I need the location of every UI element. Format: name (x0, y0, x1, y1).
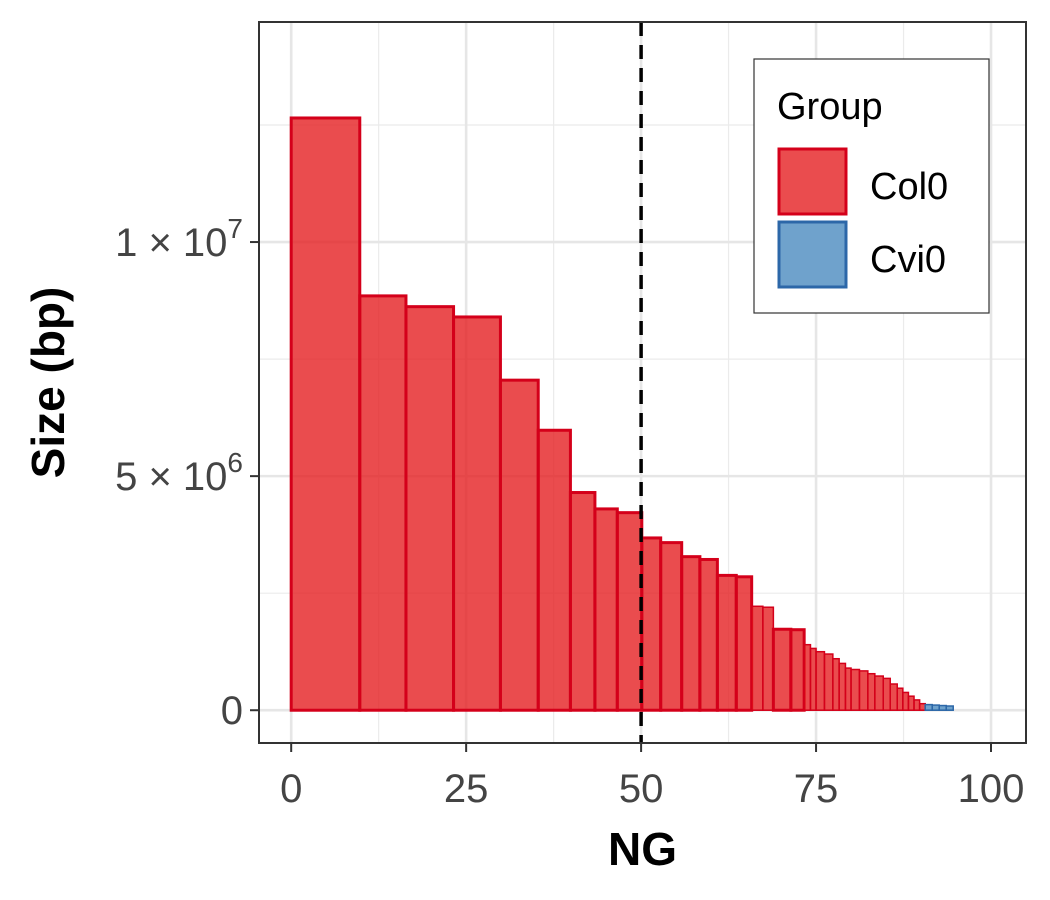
bar-col0-28 (867, 672, 876, 711)
bar-col0-6 (568, 491, 597, 712)
x-axis: 0 25 50 75 100 (280, 743, 1024, 811)
legend-key-cvi0 (777, 220, 848, 289)
bar-col0-33 (902, 691, 910, 711)
bar-col0-13 (715, 573, 738, 712)
bar-col0-0 (289, 116, 362, 712)
series-cvi0 (924, 703, 954, 711)
bar-col0-10 (659, 541, 684, 712)
x-tick-label: 0 (280, 767, 302, 811)
bar-col0-32 (896, 687, 904, 711)
x-tick-label: 75 (794, 767, 839, 811)
bar-col0-20 (809, 647, 817, 711)
x-tick-label: 50 (619, 767, 664, 811)
bar-col0-21 (815, 650, 826, 711)
legend-title: Group (777, 86, 883, 128)
bar-col0-30 (882, 677, 891, 711)
bar-col0-4 (498, 378, 540, 712)
legend: Group Col0 Cvi0 (753, 58, 990, 314)
bar-col0-2 (404, 305, 456, 712)
bar-col0-18 (789, 628, 806, 712)
y-axis: 0 5 × 106 1 × 107 (115, 213, 259, 733)
y-tick-label: 5 × 106 (115, 447, 243, 499)
bar-cvi0-1 (931, 704, 940, 711)
bar-col0-19 (803, 643, 812, 711)
bar-col0-29 (874, 675, 884, 711)
bar-col0-24 (838, 662, 847, 711)
bar-col0-26 (850, 668, 861, 711)
legend-entry-col0: Col0 (777, 147, 948, 216)
bar-col0-31 (889, 683, 898, 711)
y-tick-label: 0 (221, 689, 243, 733)
bar-cvi0-2 (938, 704, 947, 711)
bars-layer (289, 116, 954, 712)
bar-col0-16 (762, 606, 775, 711)
bar-col0-27 (858, 670, 869, 711)
bar-col0-9 (640, 536, 663, 712)
x-tick-label: 100 (958, 767, 1025, 811)
bar-col0-5 (536, 428, 572, 712)
y-tick-label: 1 × 107 (115, 213, 243, 265)
bar-cvi0-0 (924, 703, 933, 711)
bar-col0-8 (615, 511, 644, 712)
x-tick-label: 25 (444, 767, 489, 811)
bar-col0-14 (734, 575, 754, 712)
bar-col0-3 (452, 315, 502, 712)
legend-entry-cvi0: Cvi0 (777, 220, 946, 289)
legend-label-cvi0: Cvi0 (870, 239, 946, 281)
bar-col0-25 (844, 667, 852, 711)
y-axis-title: Size (bp) (22, 287, 74, 479)
bar-col0-7 (593, 507, 619, 712)
bar-col0-35 (913, 699, 921, 711)
x-axis-title: NG (608, 823, 677, 875)
bar-col0-1 (358, 294, 408, 712)
bar-col0-34 (907, 695, 915, 711)
bar-col0-17 (771, 627, 793, 712)
legend-label-col0: Col0 (870, 166, 948, 208)
bar-cvi0-3 (945, 705, 954, 711)
plot-border (258, 21, 1027, 744)
series-col0 (289, 116, 926, 712)
bar-col0-36 (918, 702, 926, 711)
bar-col0-11 (680, 555, 702, 712)
bar-col0-22 (823, 653, 834, 711)
bar-col0-12 (698, 557, 719, 712)
legend-key-col0 (777, 147, 848, 216)
bar-col0-23 (832, 657, 840, 711)
bar-col0-15 (750, 605, 764, 711)
